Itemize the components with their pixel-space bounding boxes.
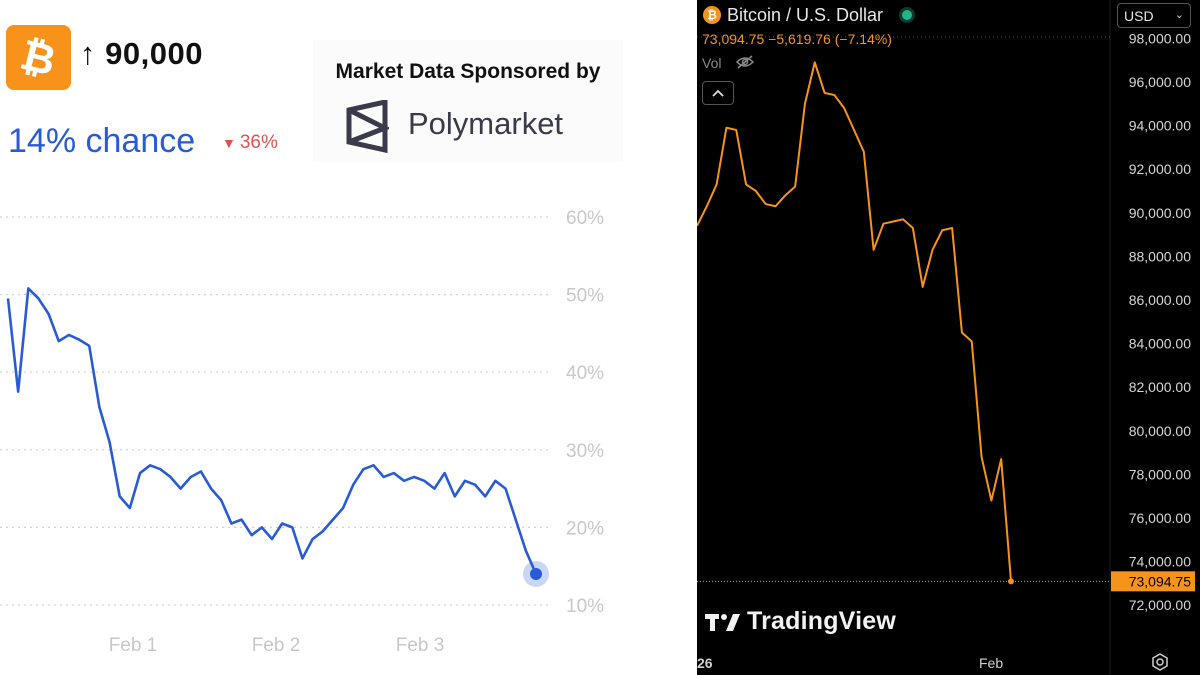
x-tick-label: Feb 2 bbox=[252, 635, 301, 656]
sponsor-box: Market Data Sponsored by Polymarket bbox=[313, 40, 623, 162]
price-tick-label: 86,000.00 bbox=[1129, 292, 1191, 308]
price-tick-label: 98,000.00 bbox=[1129, 30, 1191, 46]
bitcoin-coin-icon: ₿ bbox=[703, 6, 721, 24]
eye-hidden-icon[interactable] bbox=[735, 54, 755, 70]
collapse-button[interactable] bbox=[702, 81, 734, 105]
price-tick-label: 72,000.00 bbox=[1129, 597, 1191, 613]
chevron-up-icon bbox=[712, 89, 724, 97]
y-tick-label: 50% bbox=[566, 286, 604, 307]
price-line bbox=[697, 61, 1012, 582]
currency-select[interactable]: USD ⌄ bbox=[1117, 3, 1191, 28]
probability-chart: 60% 50% 40% 30% 20% 10% Feb 1 Feb 2 Feb 3 bbox=[0, 208, 604, 656]
brand-name: TradingView bbox=[747, 607, 897, 635]
tradingview-brand: TradingView bbox=[705, 607, 896, 636]
price-tick-label: 80,000.00 bbox=[1129, 423, 1191, 439]
last-price-badge bbox=[1111, 571, 1195, 592]
y-tick-label: 40% bbox=[566, 363, 604, 384]
price-change-readout: 73,094.75 −5,619.76 (−7.14%) bbox=[702, 31, 892, 47]
down-triangle-icon: ▼ bbox=[222, 135, 236, 151]
price-tick-label: 82,000.00 bbox=[1129, 379, 1191, 395]
price-tick-label: 84,000.00 bbox=[1129, 336, 1191, 352]
x-axis-label-year: 26 bbox=[697, 655, 713, 671]
x-tick-label: Feb 1 bbox=[109, 635, 158, 656]
x-tick-label: Feb 3 bbox=[396, 635, 445, 656]
sponsor-text: Market Data Sponsored by bbox=[335, 60, 601, 83]
chevron-down-icon: ⌄ bbox=[1174, 9, 1184, 21]
polymarket-panel: ₿ ↑ 90,000 14% chance ▼ 36% Market Data S… bbox=[0, 25, 623, 656]
price-tick-label: 76,000.00 bbox=[1129, 510, 1191, 526]
price-tick-label: 88,000.00 bbox=[1129, 248, 1191, 264]
probability-line bbox=[6, 287, 538, 575]
last-price-label: 73,094.75 bbox=[1129, 573, 1191, 589]
price-tick-label: 92,000.00 bbox=[1129, 161, 1191, 177]
market-title: ↑ 90,000 bbox=[80, 36, 203, 71]
settings-icon[interactable] bbox=[1151, 653, 1169, 671]
symbol-title[interactable]: Bitcoin / U.S. Dollar bbox=[727, 5, 884, 25]
chance-value: 14% chance bbox=[8, 122, 196, 160]
price-chart: 98,000.00 96,000.00 94,000.00 92,000.00 90,0… bbox=[697, 0, 1195, 675]
currency-value: USD bbox=[1124, 7, 1154, 24]
y-tick-label: 10% bbox=[566, 596, 604, 617]
last-price-point bbox=[1008, 578, 1014, 585]
current-point bbox=[530, 567, 542, 580]
y-tick-label: 30% bbox=[566, 441, 604, 462]
price-tick-label: 94,000.00 bbox=[1129, 118, 1191, 134]
y-tick-label: 60% bbox=[566, 208, 604, 229]
change-value: 36% bbox=[239, 132, 278, 153]
bitcoin-logo-icon: ₿ bbox=[6, 25, 71, 90]
polymarket-name: Polymarket bbox=[408, 106, 564, 141]
tradingview-panel: 98,000.00 96,000.00 94,000.00 92,000.00 90,0… bbox=[697, 0, 1200, 675]
market-status-dot bbox=[902, 10, 912, 20]
price-tick-label: 74,000.00 bbox=[1129, 554, 1191, 570]
tradingview-logo-icon bbox=[705, 613, 740, 631]
bitcoin-symbol: ₿ bbox=[16, 30, 61, 84]
polymarket-logo-icon bbox=[346, 100, 389, 154]
price-tick-label: 96,000.00 bbox=[1129, 74, 1191, 90]
y-tick-label: 20% bbox=[566, 518, 604, 539]
price-tick-label: 78,000.00 bbox=[1129, 466, 1191, 482]
x-axis-label-feb: Feb bbox=[979, 655, 1004, 671]
price-tick-label: 90,000.00 bbox=[1129, 205, 1191, 221]
volume-label: Vol bbox=[702, 55, 722, 71]
change-badge: ▼ 36% bbox=[222, 132, 278, 154]
